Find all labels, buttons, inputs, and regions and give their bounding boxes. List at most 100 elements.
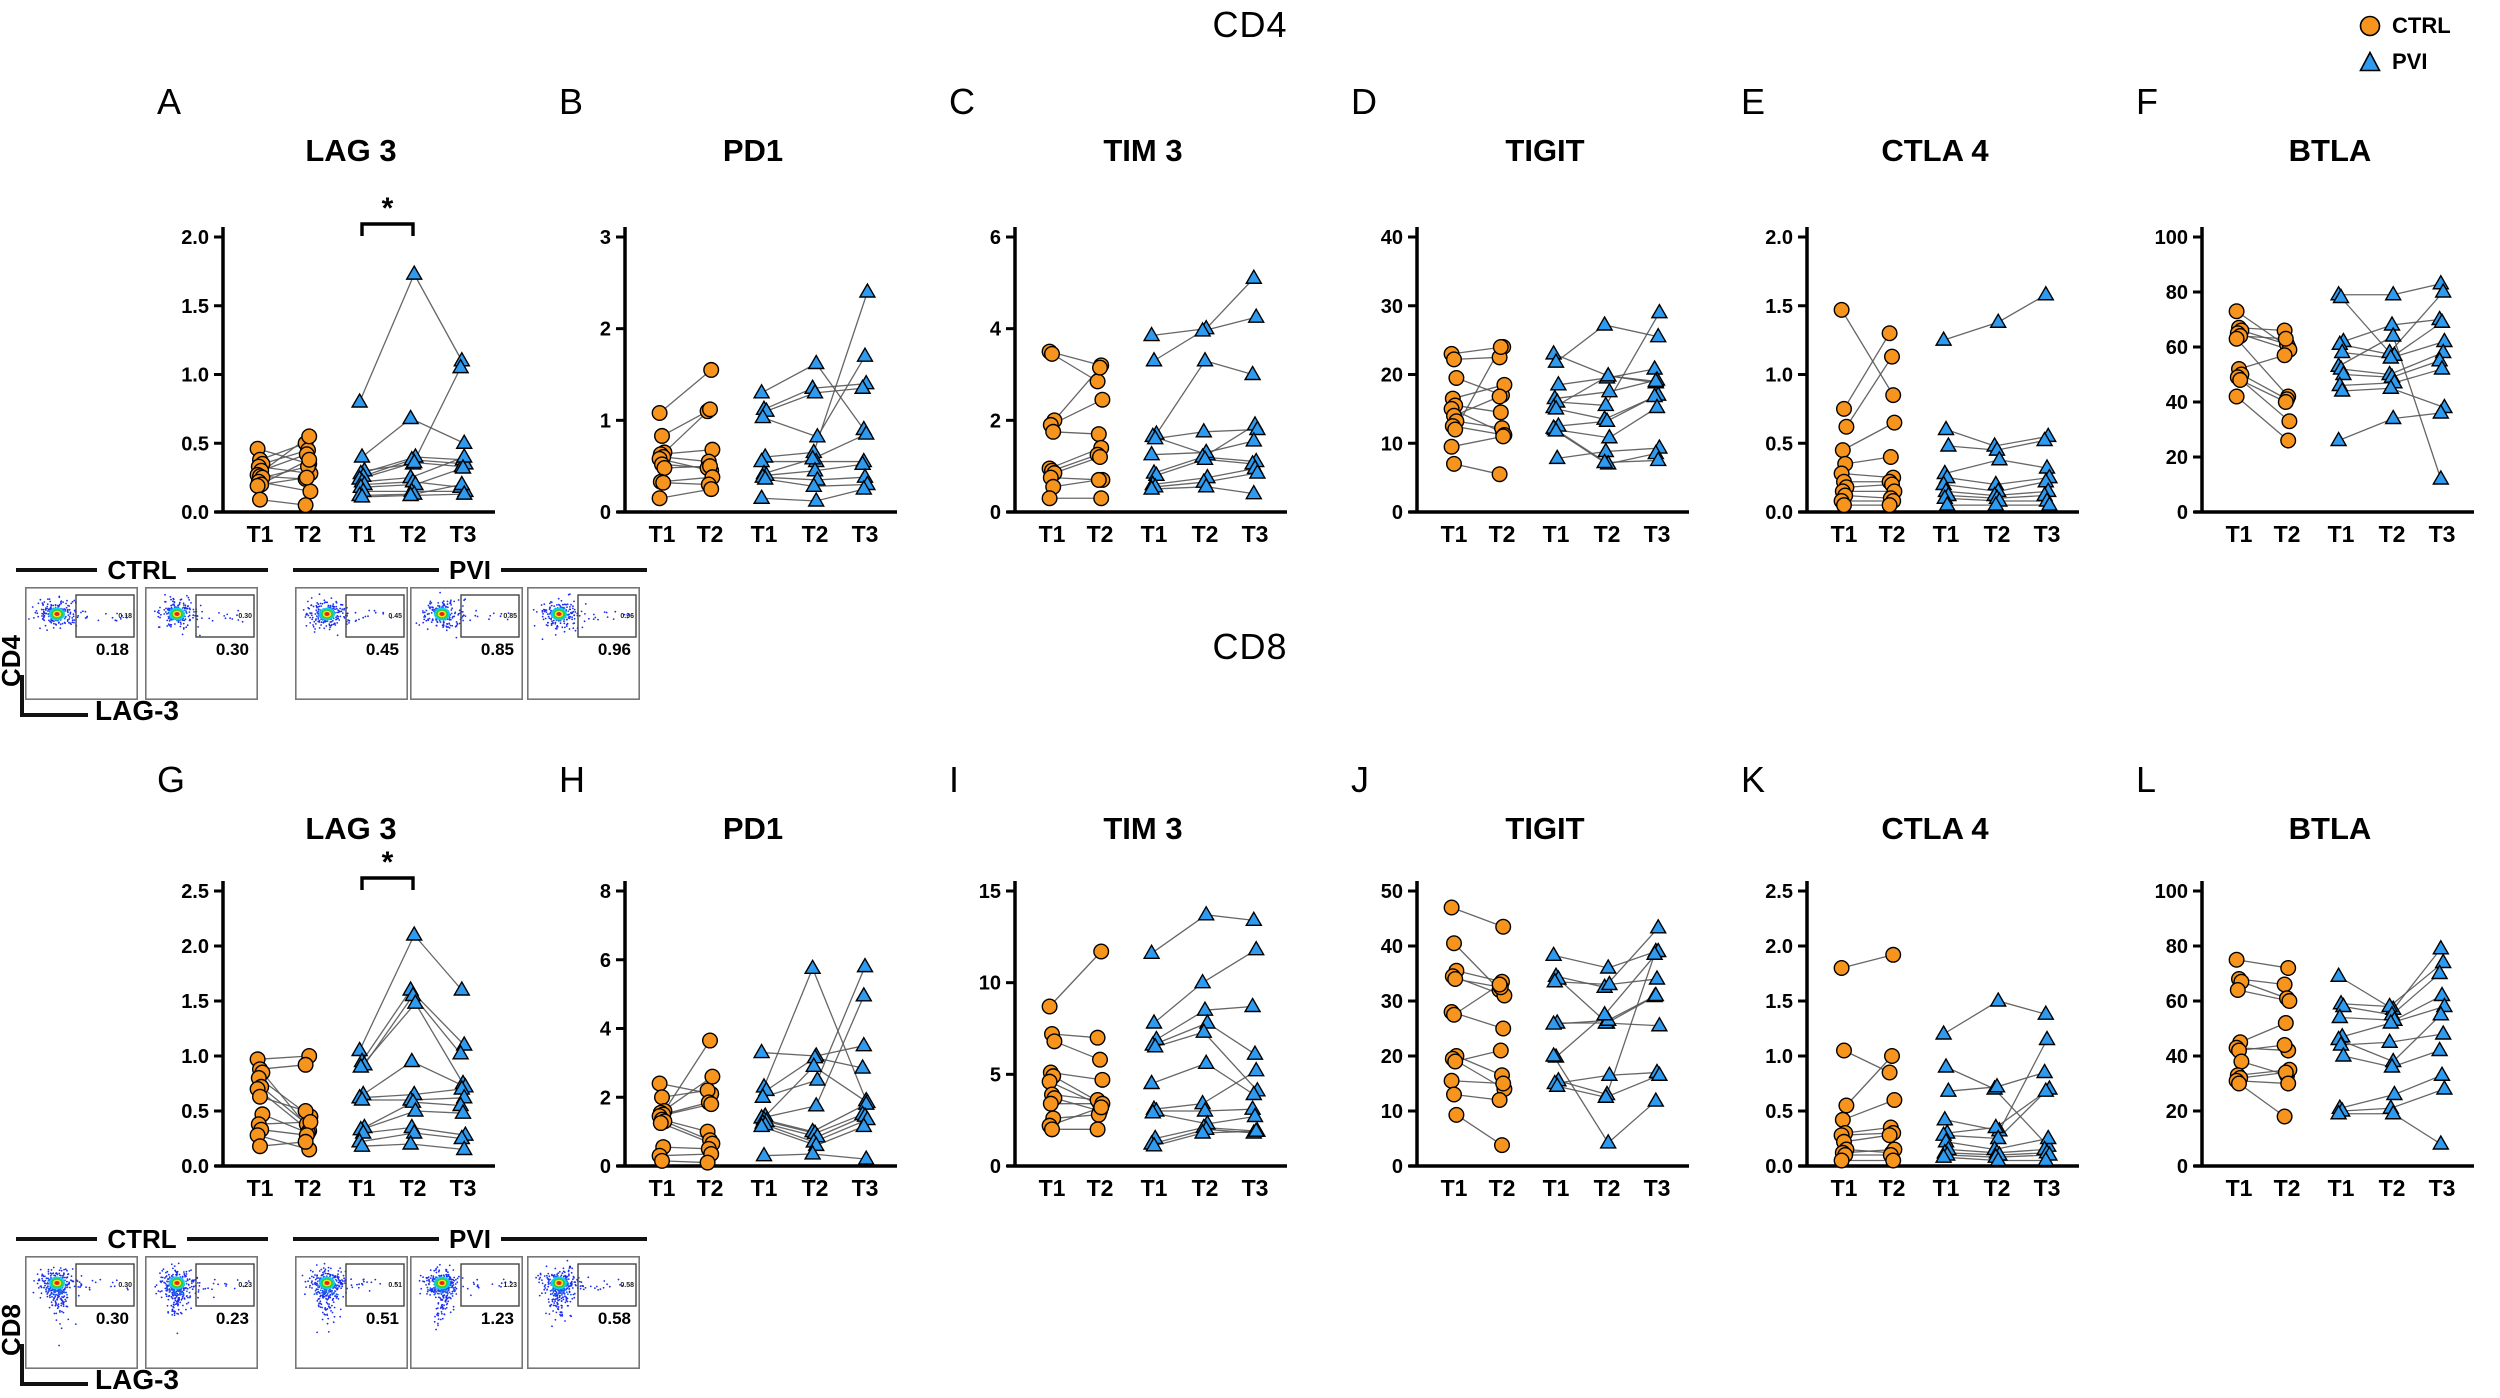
pvi-point (1195, 1022, 1213, 1038)
ctrl-point (653, 1152, 670, 1169)
x-tick-label: T1 (649, 1175, 676, 1201)
gate-value-small: 0.30 (118, 1282, 132, 1289)
pvi-point (455, 433, 473, 449)
panel-letter-l: L (2136, 759, 2157, 800)
pvi-point (856, 957, 874, 973)
y-tick-label: 6 (600, 950, 611, 972)
pvi-point (857, 424, 875, 440)
flow-plot-ctrl-1: 0.30 0.30 (25, 1256, 139, 1370)
ctrl-point (1445, 1006, 1462, 1023)
pvi-point (1193, 321, 1212, 337)
pvi-point (353, 1136, 371, 1152)
pvi-point (2434, 953, 2452, 969)
flow-plot-canvas: 0.85 0.85 (410, 587, 524, 701)
subject-line (260, 1086, 308, 1125)
x-tick-label: T3 (2034, 1175, 2061, 1201)
panel-i-tim-3: I TIM 3 0 5 10 15 T1 T2 T1 T2 T3 (935, 759, 1331, 1238)
ctrl-point (1834, 1111, 1851, 1128)
ctrl-point (2281, 413, 2298, 430)
ctrl-point (1094, 1071, 1111, 1088)
y-tick-label: 40 (2166, 392, 2188, 414)
subject-line (1841, 309, 1894, 396)
ctrl-point (1091, 1051, 1108, 1068)
pvi-point (1245, 1085, 1263, 1101)
pvi-point (1197, 1053, 1215, 1070)
pvi-point (405, 453, 423, 469)
y-tick-label: 0.5 (181, 1101, 209, 1123)
pvi-point (1597, 442, 1615, 458)
subject-line (661, 410, 708, 437)
pvi-point (1939, 436, 1958, 452)
panel-l-btla: L BTLA 0 20 40 60 80 100 T1 T2 T1 T2 T3 (2122, 759, 2500, 1238)
pvi-point (752, 452, 771, 468)
data-points (1443, 899, 1669, 1154)
y-tick-label: 10 (979, 973, 1001, 995)
pvi-point (2334, 365, 2353, 381)
data-points (2228, 939, 2454, 1150)
flow-gate (345, 1263, 405, 1307)
y-tick-label: 1.5 (181, 296, 209, 318)
flow-plot-pvi-1: 0.45 0.45 (295, 587, 409, 701)
gate-value: 0.45 (366, 640, 399, 659)
pvi-point (352, 1057, 370, 1073)
y-tick-label: 10 (1381, 433, 1403, 455)
density-core-red (439, 1281, 445, 1285)
gate-value: 0.51 (366, 1309, 399, 1328)
pvi-point (1142, 479, 1161, 495)
ctrl-point (653, 1089, 670, 1106)
ctrl-point (2277, 330, 2294, 347)
pvi-point (754, 1087, 772, 1103)
pvi-point (853, 378, 872, 394)
pvi-point (1146, 429, 1164, 445)
ctrl-point (1491, 1091, 1508, 1108)
x-tick-label: T1 (1039, 521, 1066, 547)
ctrl-point (251, 1088, 268, 1105)
ctrl-point (2276, 976, 2293, 993)
ctrl-point (1833, 301, 1850, 318)
y-tick-label: 0.5 (1765, 1101, 1793, 1123)
y-tick-label: 0.0 (181, 1156, 209, 1178)
y-tick-label: 3 (600, 227, 611, 249)
pvi-point (853, 1058, 872, 1074)
ctrl-point (1885, 946, 1902, 963)
chart-title-tigit: TIGIT (1505, 133, 1585, 168)
flow-group-header-pvi: PVI (293, 555, 648, 585)
x-tick-label: T2 (1879, 521, 1906, 547)
y-tick-label: 1.0 (181, 365, 209, 387)
ctrl-point (2281, 992, 2298, 1009)
pvi-point (455, 484, 473, 500)
pvi-point (2432, 939, 2450, 955)
gate-value-small: 0.96 (620, 613, 634, 620)
x-tick-label: T3 (1644, 1175, 1671, 1201)
ctrl-point (2228, 330, 2245, 347)
x-tick-label: T3 (450, 521, 477, 547)
chart-k: 0.0 0.5 1.0 1.5 2.0 2.5 T1 T2 T1 T2 T3 (1765, 881, 2079, 1201)
pvi-point (2035, 1063, 2054, 1079)
ctrl-point (2280, 1075, 2297, 1092)
ctrl-point (297, 497, 314, 514)
subject-line (2236, 959, 2289, 969)
subject-line (257, 1055, 310, 1060)
x-tick-label: T1 (247, 1175, 274, 1201)
x-tick-label: T1 (1441, 1175, 1468, 1201)
ctrl-point (1495, 428, 1512, 445)
ctrl-point (651, 404, 668, 421)
panel-letter-f: F (2136, 81, 2158, 122)
ctrl-point (1886, 1091, 1903, 1108)
x-tick-label: T2 (295, 521, 322, 547)
pvi-point (752, 1043, 771, 1059)
x-tick-label: T1 (1933, 1175, 1960, 1201)
pvi-point (1650, 303, 1669, 319)
subject-line (1452, 384, 1505, 400)
pvi-point (2434, 1024, 2452, 1040)
header-line (16, 568, 98, 572)
gate-value: 0.18 (96, 640, 129, 659)
ctrl-point (2233, 1053, 2250, 1070)
pvi-point (455, 447, 473, 463)
subject-line (659, 1153, 712, 1157)
flow-plot-frame (145, 1256, 259, 1370)
flow-cytometry-cd8: CD8 LAG-3 CTRL 0.30 0.30 0.23 0.23 PVI 0.51 0.5… (0, 1224, 680, 1398)
x-tick-label: T2 (1984, 1175, 2011, 1201)
x-tick-label: T1 (349, 521, 376, 547)
